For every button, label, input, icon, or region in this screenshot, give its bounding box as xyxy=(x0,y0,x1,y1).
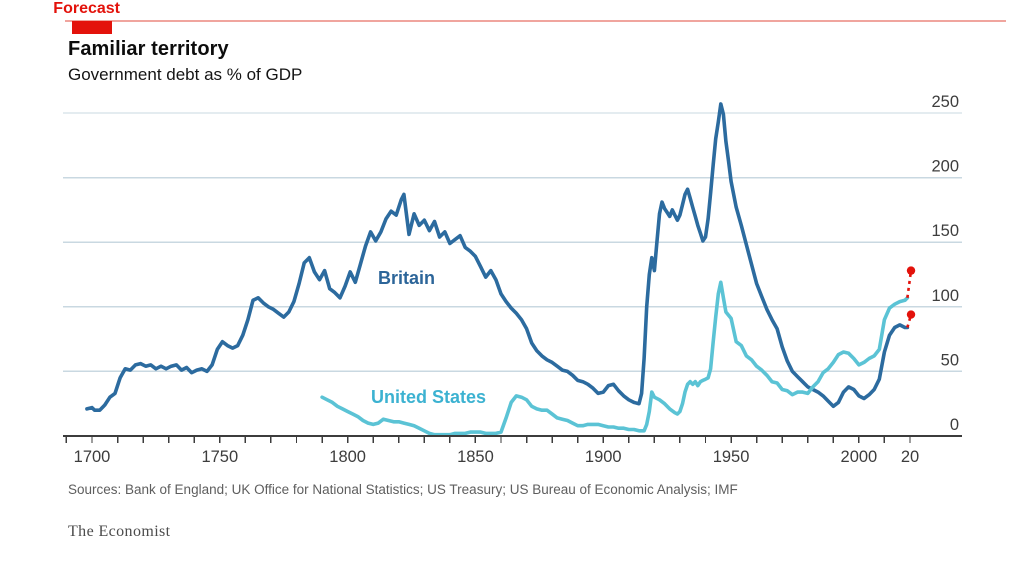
y-axis-label-250: 250 xyxy=(931,93,959,111)
y-axis-label-150: 150 xyxy=(931,222,959,240)
x-axis-label-1900: 1900 xyxy=(585,448,622,466)
forecast-dash-britain xyxy=(906,314,913,328)
y-axis-label-0: 0 xyxy=(950,416,959,434)
chart-title: Familiar territory xyxy=(68,38,229,60)
x-axis-label-1850: 1850 xyxy=(457,448,494,466)
sources-note: Sources: Bank of England; UK Office for … xyxy=(68,482,738,497)
economist-brand: The Economist xyxy=(68,523,171,540)
y-axis-label-100: 100 xyxy=(931,287,959,305)
x-axis-label-2000: 2000 xyxy=(841,448,878,466)
x-axis-label-1750: 1750 xyxy=(201,448,238,466)
forecast-dot-united-states xyxy=(906,266,916,275)
y-axis-label-200: 200 xyxy=(931,158,959,176)
series-line-britain xyxy=(85,102,910,413)
forecast-dash-united-states xyxy=(906,270,913,298)
x-axis-label-1800: 1800 xyxy=(329,448,366,466)
series-line-united-states xyxy=(320,280,910,437)
chart-subtitle: Government debt as % of GDP xyxy=(68,65,303,84)
top-red-tab xyxy=(72,21,112,34)
united-states-series-label: United States xyxy=(371,387,487,407)
x-axis-label-1700: 1700 xyxy=(74,448,111,466)
britain-series-label: Britain xyxy=(378,268,436,288)
forecast-dot-britain xyxy=(906,310,916,319)
y-axis-label-50: 50 xyxy=(941,351,959,369)
x-axis-label-2020: 20 xyxy=(901,448,919,466)
top-red-rule xyxy=(65,20,1006,22)
forecast-annotation-label: Forecast xyxy=(53,0,120,17)
x-axis-label-1950: 1950 xyxy=(713,448,750,466)
